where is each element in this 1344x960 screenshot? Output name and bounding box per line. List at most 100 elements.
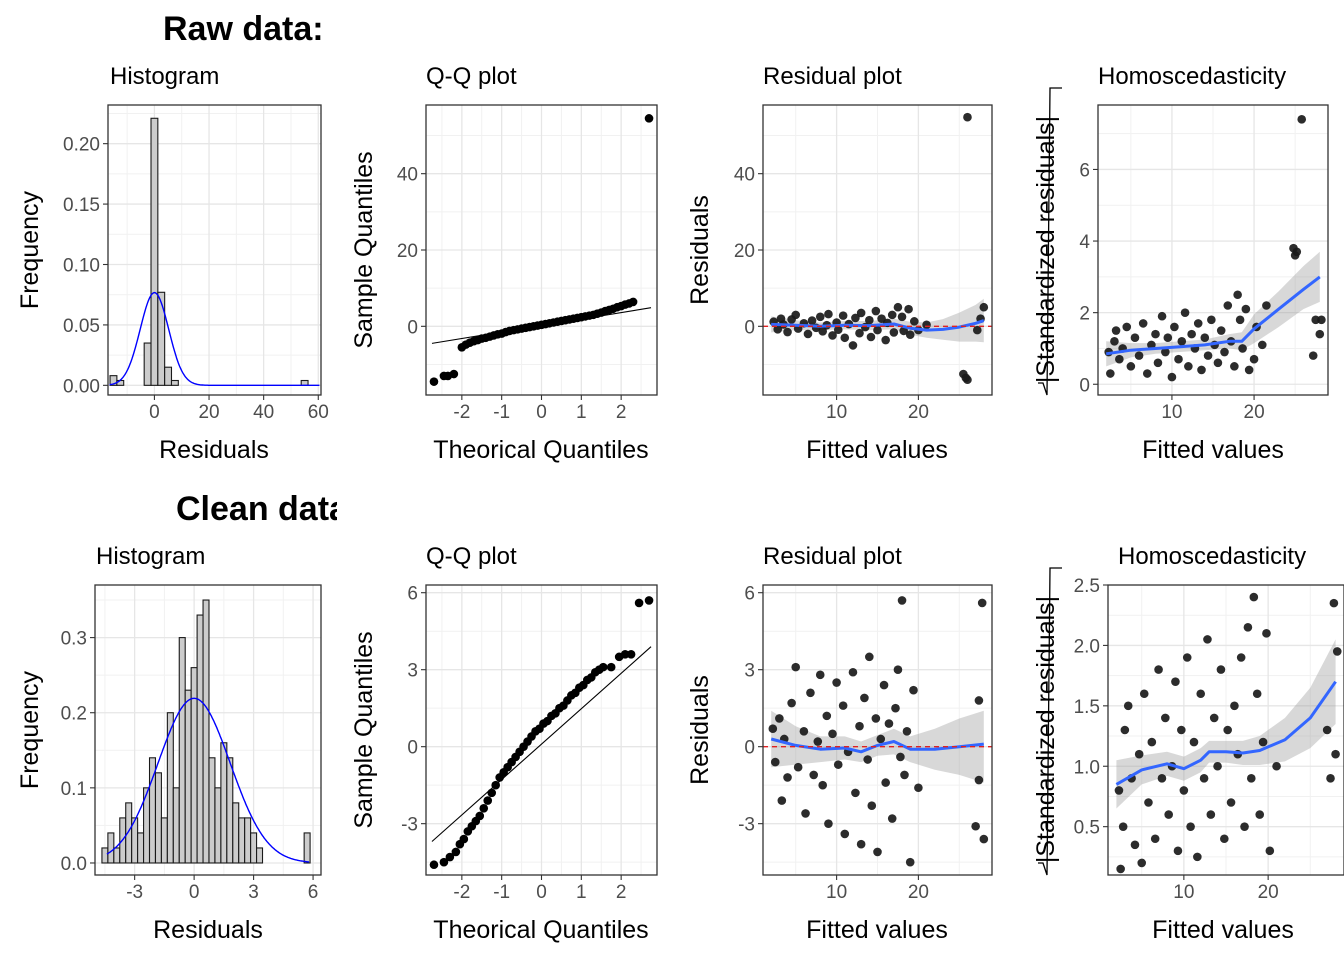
plot-content	[429, 114, 654, 386]
y-tick-label: 2.5	[1074, 576, 1100, 597]
scatter-point	[1154, 665, 1163, 674]
scatter-point	[824, 819, 833, 828]
histogram-bar	[137, 832, 145, 864]
scatter-point	[1150, 834, 1160, 844]
scatter-point	[1216, 326, 1226, 335]
qq-point	[626, 649, 636, 659]
panel-residual-1: 10 20 -3 0 3 6 Residual plot Fitted values Resid…	[686, 543, 993, 944]
scatter-point	[1139, 689, 1149, 699]
plot-content	[1104, 115, 1326, 382]
histogram-bar	[157, 291, 166, 386]
y-axis-label: Frequency	[16, 190, 44, 309]
plot-content	[101, 599, 311, 864]
x-tick-label: -1	[493, 402, 510, 423]
y-tick-label: 2	[1079, 304, 1090, 325]
scatter-point	[1200, 333, 1210, 343]
scatter-point	[1137, 858, 1147, 868]
qq-point	[475, 811, 485, 821]
histogram-bar	[164, 366, 173, 386]
gridlines	[426, 105, 657, 395]
qq-point	[598, 662, 608, 672]
scatter-point	[905, 330, 915, 340]
x-tick-label: 10	[826, 882, 847, 903]
x-tick-label: 6	[308, 882, 319, 903]
scatter-point	[822, 711, 832, 721]
scatter-point	[787, 698, 796, 708]
scatter-point	[838, 701, 848, 710]
scatter-point	[768, 724, 778, 734]
scatter-point	[1216, 665, 1226, 674]
x-tick-label: -2	[453, 402, 470, 423]
scatter-point	[1157, 311, 1167, 321]
qq-point	[429, 860, 439, 870]
scatter-point	[963, 112, 972, 122]
panel-title: Residual plot	[763, 63, 902, 90]
y-tick-label: 0.5	[1074, 818, 1100, 839]
scatter-point	[1249, 354, 1259, 364]
scatter-point	[832, 678, 841, 687]
scatter-point	[979, 834, 989, 844]
scatter-point	[783, 327, 792, 337]
x-axis-label: Fitted values	[806, 916, 948, 944]
y-tick-label: 0.15	[63, 195, 100, 216]
y-axis-label: |Standardized residuals|	[1032, 596, 1060, 863]
x-axis-label: Fitted values	[1152, 916, 1294, 944]
panel-title: Residual plot	[763, 543, 902, 570]
histogram-bar	[232, 802, 240, 864]
y-tick-label: 1.5	[1074, 697, 1100, 718]
scatter-point	[807, 316, 817, 325]
scatter-point	[873, 325, 882, 335]
x-tick-label: 10	[1161, 402, 1182, 423]
y-tick-label: 6	[1079, 160, 1090, 181]
y-axis-label: Residuals	[686, 195, 714, 305]
scatter-point	[1246, 774, 1256, 783]
density-curve	[109, 291, 320, 386]
scatter-point	[1180, 308, 1190, 317]
scatter-point	[1177, 725, 1186, 735]
plot-content	[763, 112, 992, 385]
scatter-point	[1170, 322, 1179, 332]
scatter-point	[897, 312, 907, 322]
scatter-point	[1142, 369, 1152, 378]
scatter-point	[806, 688, 815, 698]
x-tick-label: 10	[826, 402, 847, 423]
y-tick-label: 6	[744, 584, 755, 605]
scatter-point	[1243, 622, 1253, 632]
panel-title: Histogram	[96, 543, 205, 570]
scatter-point	[1262, 301, 1271, 310]
scatter-point	[855, 328, 864, 338]
scatter-point	[1203, 635, 1212, 644]
reference-line	[431, 646, 652, 842]
x-tick-label: 1	[576, 402, 587, 423]
sqrt-radical	[1038, 87, 1062, 396]
scatter-point	[838, 311, 848, 320]
x-tick-label: -1	[493, 882, 510, 903]
y-tick-label: 0	[744, 317, 755, 338]
histogram-bar	[214, 787, 222, 864]
y-axis-label: |Standardized residuals|	[1032, 116, 1060, 383]
scatter-point	[1161, 713, 1170, 723]
scatter-point	[813, 737, 823, 746]
plot-content	[763, 596, 992, 867]
scatter-point	[900, 770, 909, 780]
x-tick-label: 0	[189, 882, 200, 903]
scatter-point	[904, 304, 913, 314]
qq-point	[491, 780, 500, 790]
scatter-point	[1258, 737, 1268, 747]
x-tick-label: 20	[1244, 402, 1265, 423]
plot-content	[429, 596, 654, 870]
panel-histogram-0: 0 20 40 60 0.00 0.05 0.10 0.15 0.20 Histogram Resi…	[16, 63, 329, 464]
scatter-point	[1292, 247, 1302, 257]
scatter-point	[1153, 358, 1163, 368]
histogram-bar	[184, 689, 192, 864]
y-tick-label: 0	[407, 738, 418, 759]
scatter-point	[1173, 846, 1183, 856]
scatter-point	[775, 714, 784, 723]
scatter-point	[1134, 351, 1144, 360]
scatter-point	[887, 814, 897, 823]
scatter-point	[896, 752, 905, 762]
histogram-bar	[226, 757, 234, 864]
histogram-bar	[208, 757, 216, 864]
